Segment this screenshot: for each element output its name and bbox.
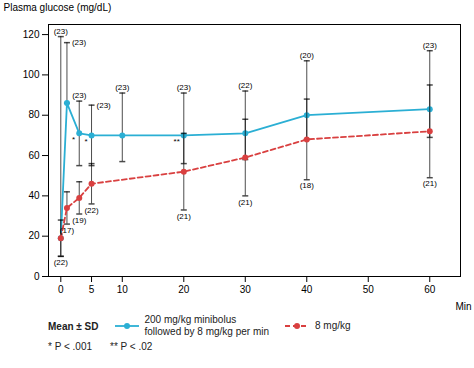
- svg-text:(23): (23): [97, 101, 112, 110]
- svg-text:(19): (19): [72, 216, 87, 225]
- svg-text:120: 120: [23, 29, 40, 40]
- svg-text:(17): (17): [60, 226, 75, 235]
- svg-text:50: 50: [363, 284, 375, 295]
- svg-text:(23): (23): [72, 38, 87, 47]
- svg-text:30: 30: [240, 284, 252, 295]
- svg-text:(22): (22): [54, 258, 69, 267]
- svg-text:20: 20: [178, 284, 190, 295]
- svg-text:(21): (21): [238, 198, 253, 207]
- svg-text:(21): (21): [423, 179, 438, 188]
- svg-text:(23): (23): [177, 83, 192, 92]
- svg-text:0: 0: [58, 284, 64, 295]
- svg-text:20: 20: [28, 230, 40, 241]
- svg-text:**: **: [174, 137, 180, 146]
- svg-text:(18): (18): [300, 181, 315, 190]
- svg-text:40: 40: [301, 284, 313, 295]
- svg-text:80: 80: [28, 109, 40, 120]
- svg-text:(21): (21): [177, 212, 192, 221]
- svg-text:*: *: [72, 135, 75, 144]
- svg-text:(20): (20): [300, 51, 315, 60]
- html-text:Mean ± SD: Mean ± SD: [48, 320, 99, 332]
- svg-text:40: 40: [28, 190, 40, 201]
- svg-text:10: 10: [117, 284, 129, 295]
- svg-text:0: 0: [34, 271, 40, 282]
- svg-text:5: 5: [89, 284, 95, 295]
- svg-text:60: 60: [424, 284, 436, 295]
- html-text:* P < .001: * P < .001: [48, 341, 92, 352]
- svg-text:(23): (23): [54, 27, 69, 36]
- html-text:** P < .02: ** P < .02: [110, 341, 153, 352]
- svg-text:Plasma glucose (mg/dL): Plasma glucose (mg/dL): [4, 2, 112, 13]
- html-text:8 mg/kg: 8 mg/kg: [315, 320, 351, 331]
- svg-text:60: 60: [28, 150, 40, 161]
- svg-text:100: 100: [23, 69, 40, 80]
- html-text:200 mg/kg minibolus followed b: 200 mg/kg minibolus followed by 8 mg/kg …: [144, 314, 269, 337]
- svg-text:(22): (22): [238, 81, 253, 90]
- svg-text:(23): (23): [423, 41, 438, 50]
- svg-text:(22): (22): [84, 206, 99, 215]
- svg-text:Min: Min: [455, 301, 471, 312]
- svg-text:(23): (23): [72, 91, 87, 100]
- svg-text:(23): (23): [115, 83, 130, 92]
- svg-text:*: *: [84, 137, 87, 146]
